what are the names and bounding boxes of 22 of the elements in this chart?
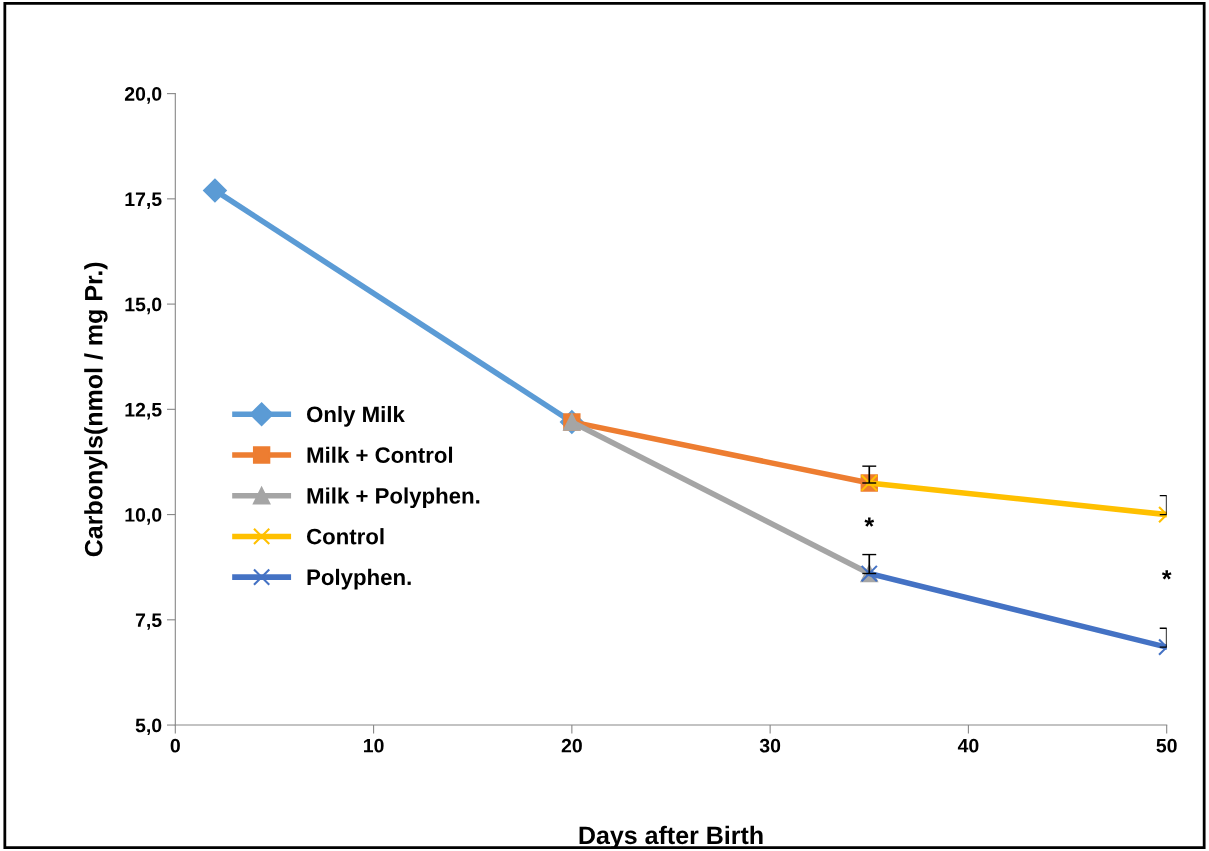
y-tick-label: 5,0 [135,718,162,736]
y-tick-label: 15,0 [125,297,162,315]
y-tick-label: 12,5 [125,402,162,420]
x-tick-label: 50 [1156,738,1177,753]
legend-label: Milk + Control [307,446,453,463]
x-axis-title: Days after Birth [579,825,763,850]
annotation: * [864,517,875,527]
x-tick-label: 10 [363,738,384,753]
y-tick-label: 20,0 [124,87,162,104]
x-tick-label: 0 [170,738,180,753]
legend-label: Control [306,528,384,545]
y-axis-title: Carbonyls(nmol / mg Pr.) [84,262,108,557]
y-tick-label: 17,5 [125,192,162,209]
x-tick-label: 40 [957,738,979,753]
legend-label: Milk + Polyphen. [307,487,480,509]
x-tick-label: 20 [561,738,582,753]
annotation: * [1161,570,1172,580]
x-tick-label: 30 [759,738,781,753]
y-tick-label: 7,5 [135,613,162,630]
y-tick-label: 10,0 [125,508,162,525]
legend-label: Only Milk [306,405,405,427]
legend-label: Polyphen. [307,568,411,590]
